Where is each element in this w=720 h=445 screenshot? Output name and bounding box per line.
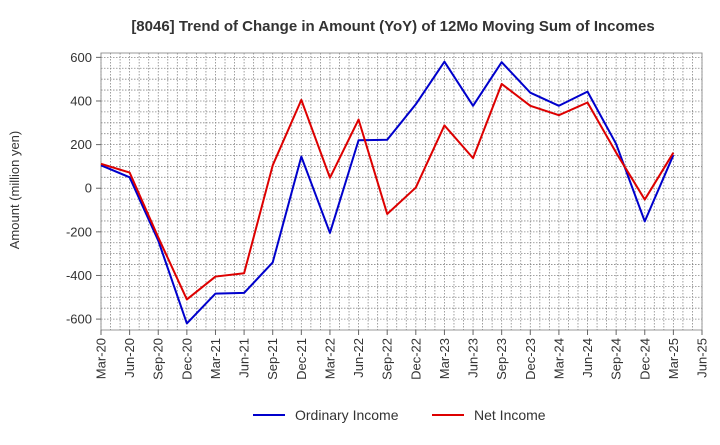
y-tick-label: -600 — [66, 312, 92, 327]
y-tick-label: -200 — [66, 224, 92, 239]
x-tick-label: Sep-23 — [494, 338, 509, 380]
plot-area — [100, 52, 703, 331]
x-tick-label: Mar-21 — [208, 338, 223, 379]
x-tick-label: Jun-21 — [237, 338, 252, 378]
plot-frame — [100, 52, 703, 331]
x-tick-label: Jun-23 — [466, 338, 481, 378]
y-tick-label: -400 — [66, 268, 92, 283]
x-tick-label: Sep-22 — [380, 338, 395, 380]
x-tick-label: Dec-22 — [408, 338, 423, 380]
x-tick-label: Sep-20 — [151, 338, 166, 380]
series-line-ordinary-income — [100, 60, 675, 325]
x-tick-label: Mar-25 — [666, 338, 681, 379]
x-tick-label: Mar-24 — [551, 338, 566, 379]
legend: Ordinary Income Net Income — [253, 407, 546, 423]
x-tick-label: Mar-22 — [322, 338, 337, 379]
x-tick-label: Jun-22 — [351, 338, 366, 378]
y-tick-label: 200 — [70, 137, 92, 152]
x-tick-label: Mar-20 — [94, 338, 109, 379]
x-tick-label: Dec-21 — [294, 338, 309, 380]
x-axis: Mar-20 Jun-20 Sep-20 Dec-20 Mar-21 Jun-21 Sep-… — [94, 330, 710, 380]
x-tick-label: Sep-21 — [265, 338, 280, 380]
x-tick-label: Sep-24 — [609, 338, 624, 380]
legend-label: Ordinary Income — [295, 407, 399, 423]
grid-lines — [100, 53, 703, 330]
y-axis-title: Amount (million yen) — [7, 131, 22, 250]
series-lines — [100, 60, 675, 325]
chart-title: [8046] Trend of Change in Amount (YoY) o… — [131, 18, 654, 35]
y-tick-label: 400 — [70, 93, 92, 108]
x-tick-label: Jun-24 — [580, 338, 595, 378]
x-tick-label: Jun-20 — [122, 338, 137, 378]
legend-label: Net Income — [474, 407, 546, 423]
series-line-net-income — [100, 82, 675, 301]
y-axis: -600 -400 -200 0 200 400 600 — [66, 50, 101, 327]
y-tick-label: 0 — [85, 181, 92, 196]
x-tick-label: Dec-20 — [179, 338, 194, 380]
x-tick-label: Dec-24 — [637, 338, 652, 380]
x-tick-label: Dec-23 — [523, 338, 538, 380]
x-tick-label: Mar-23 — [437, 338, 452, 379]
y-tick-label: 600 — [70, 50, 92, 65]
x-tick-label: Jun-25 — [695, 338, 710, 378]
